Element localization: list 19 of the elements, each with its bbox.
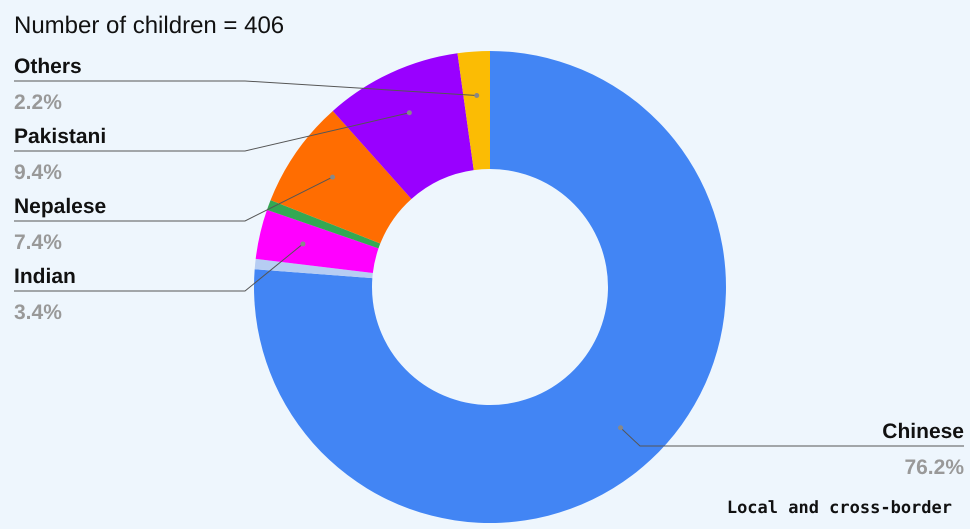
slice-label: Pakistani bbox=[14, 125, 106, 148]
data-label: 2.2% bbox=[14, 91, 62, 114]
chart-title: Number of children = 406 bbox=[14, 12, 284, 39]
donut-slice bbox=[457, 51, 490, 170]
donut-slice bbox=[266, 200, 380, 248]
donut-slice bbox=[254, 258, 373, 278]
donut-slice bbox=[332, 53, 474, 199]
text: Local and cross-border bbox=[726, 498, 952, 518]
donut-slice bbox=[254, 51, 726, 523]
donut-slice bbox=[270, 110, 412, 244]
data-label: 7.4% bbox=[14, 231, 62, 254]
slice-label: Others bbox=[14, 55, 82, 78]
slice-label: Indian bbox=[14, 265, 76, 288]
data-label: 3.4% bbox=[14, 301, 62, 324]
data-label: 9.4% bbox=[14, 161, 62, 184]
slice-label: Nepalese bbox=[14, 195, 106, 218]
data-label: 76.2% bbox=[904, 456, 964, 479]
donut-slice bbox=[256, 210, 378, 273]
slice-label: Chinese bbox=[882, 420, 964, 443]
